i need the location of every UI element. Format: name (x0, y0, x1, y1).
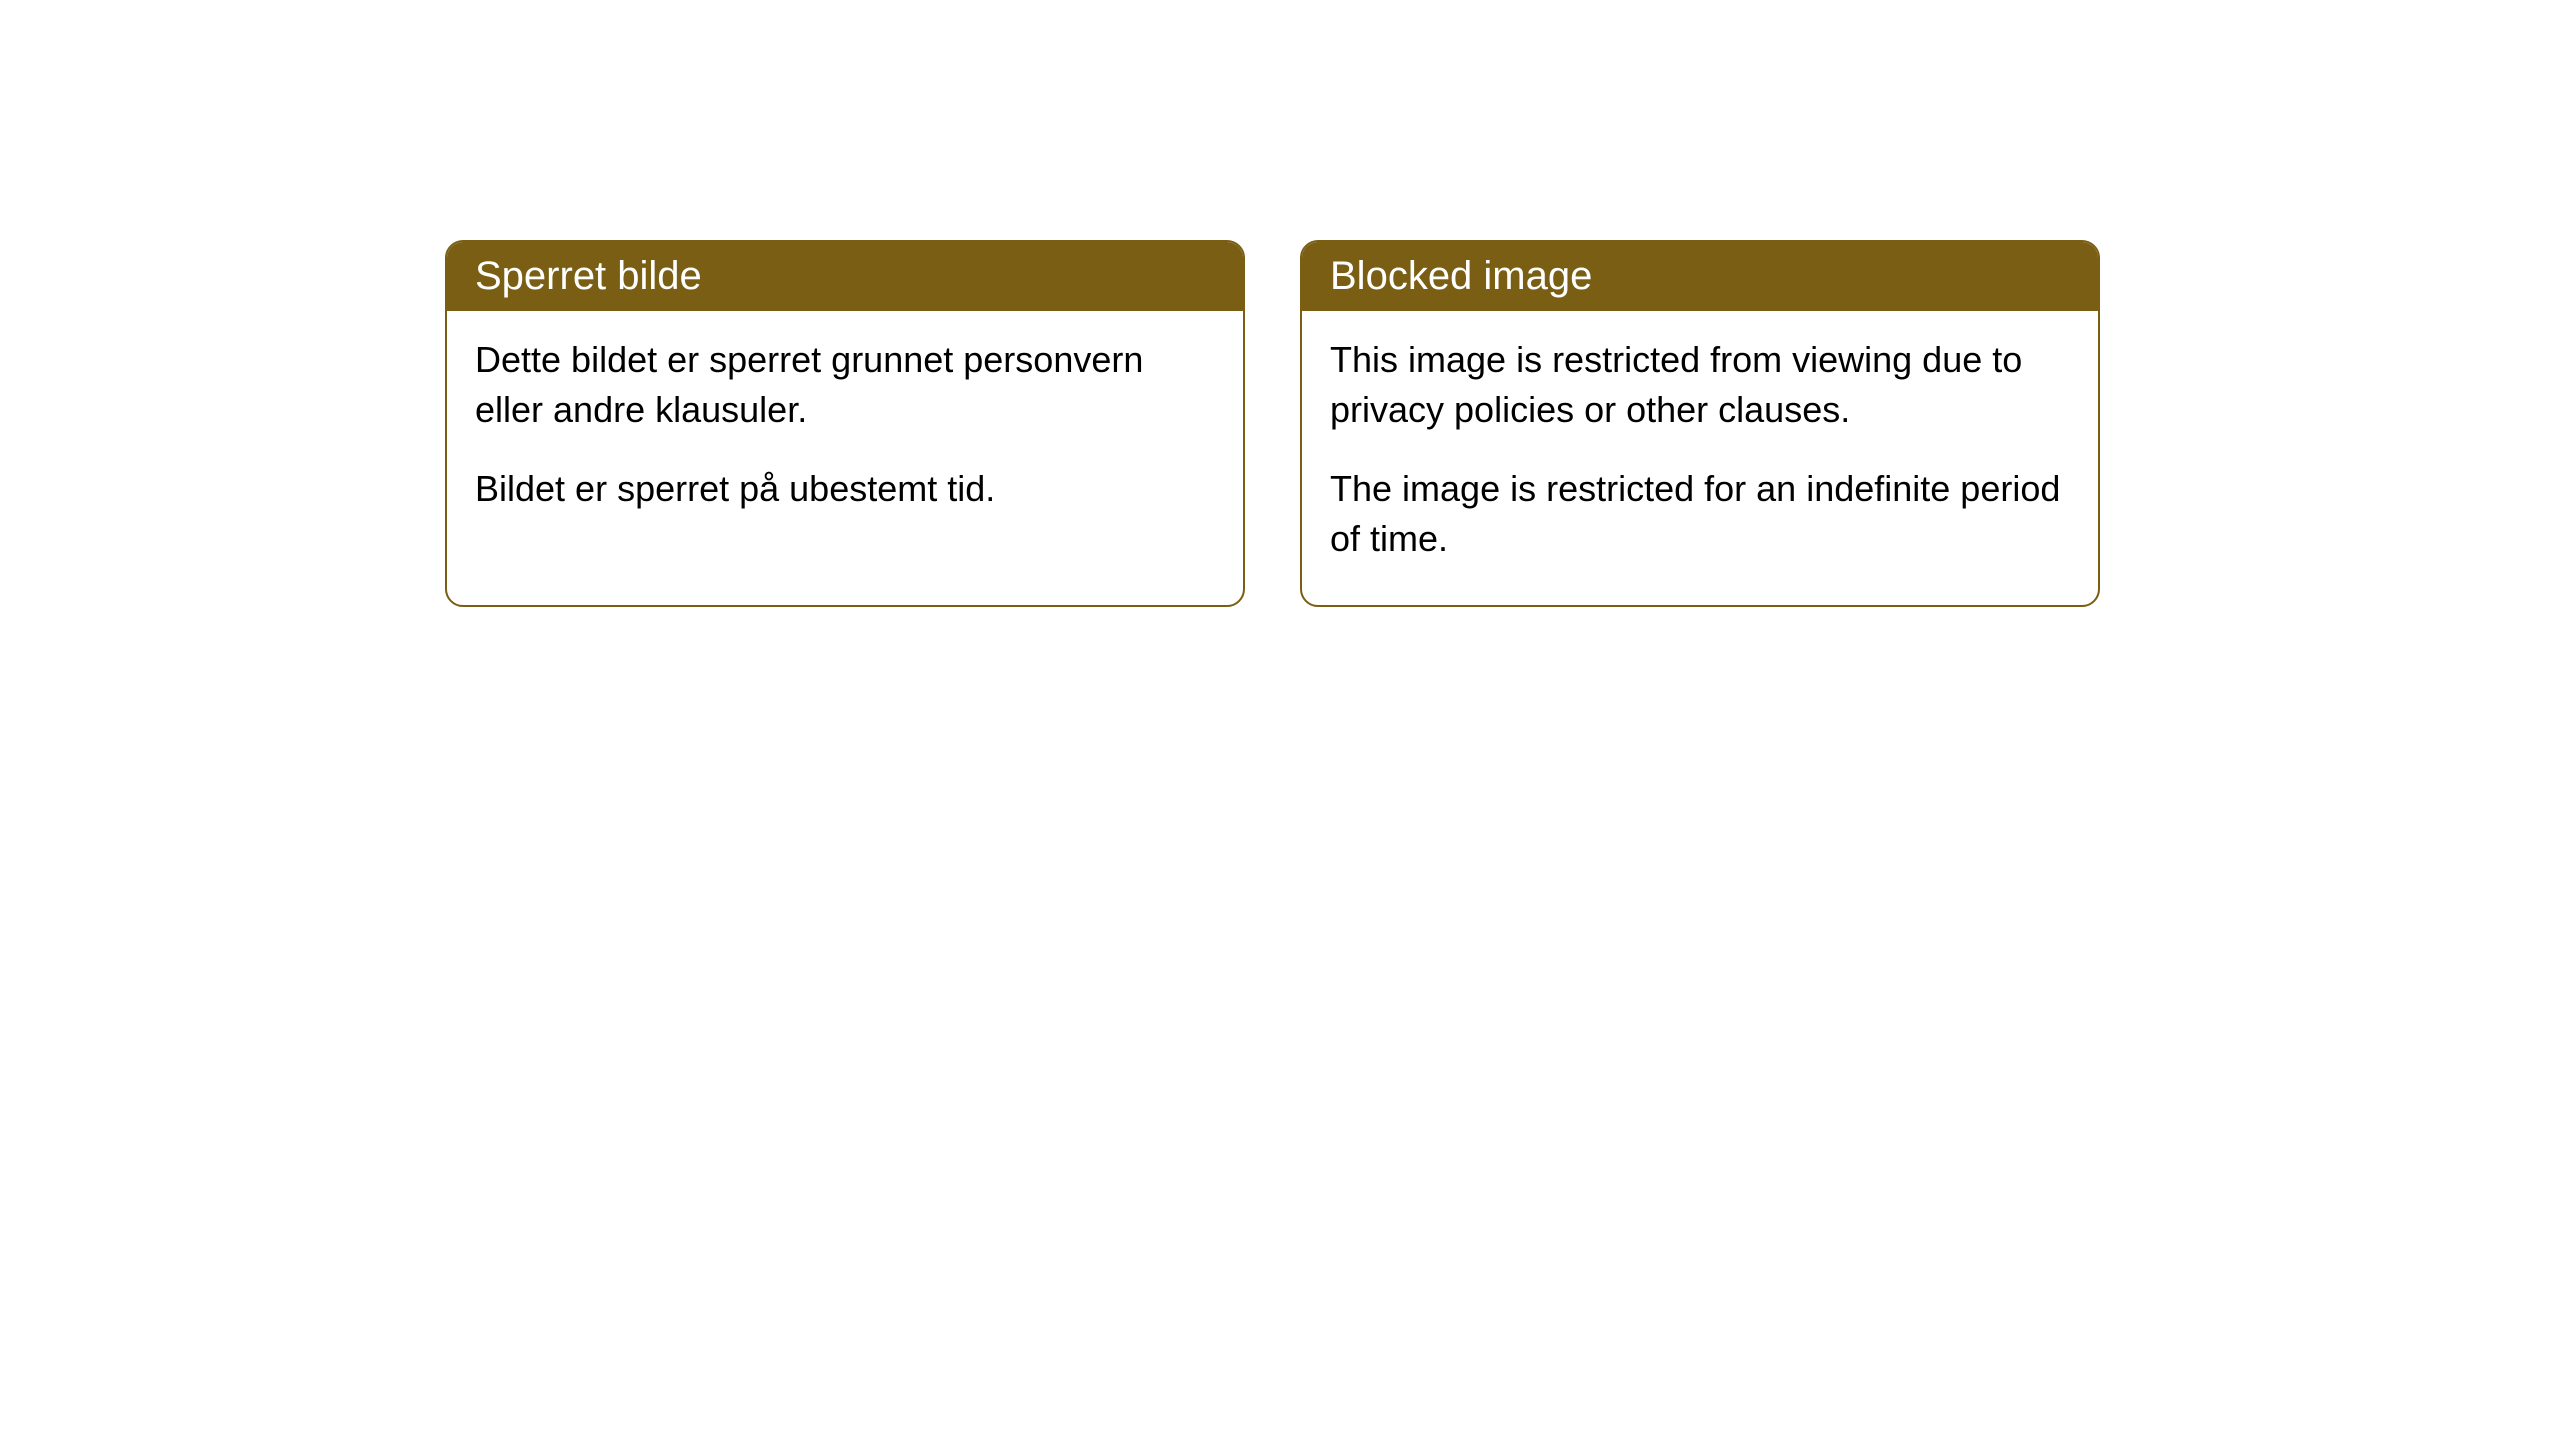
blocked-image-card-english: Blocked image This image is restricted f… (1300, 240, 2100, 607)
card-body-norwegian: Dette bildet er sperret grunnet personve… (447, 311, 1243, 554)
card-header-english: Blocked image (1302, 242, 2098, 311)
blocked-image-card-norwegian: Sperret bilde Dette bildet er sperret gr… (445, 240, 1245, 607)
card-paragraph: This image is restricted from viewing du… (1330, 335, 2070, 436)
card-paragraph: The image is restricted for an indefinit… (1330, 464, 2070, 565)
card-title: Blocked image (1330, 254, 1592, 298)
card-paragraph: Bildet er sperret på ubestemt tid. (475, 464, 1215, 514)
card-header-norwegian: Sperret bilde (447, 242, 1243, 311)
card-body-english: This image is restricted from viewing du… (1302, 311, 2098, 605)
notice-cards-container: Sperret bilde Dette bildet er sperret gr… (445, 240, 2100, 607)
card-paragraph: Dette bildet er sperret grunnet personve… (475, 335, 1215, 436)
card-title: Sperret bilde (475, 254, 702, 298)
